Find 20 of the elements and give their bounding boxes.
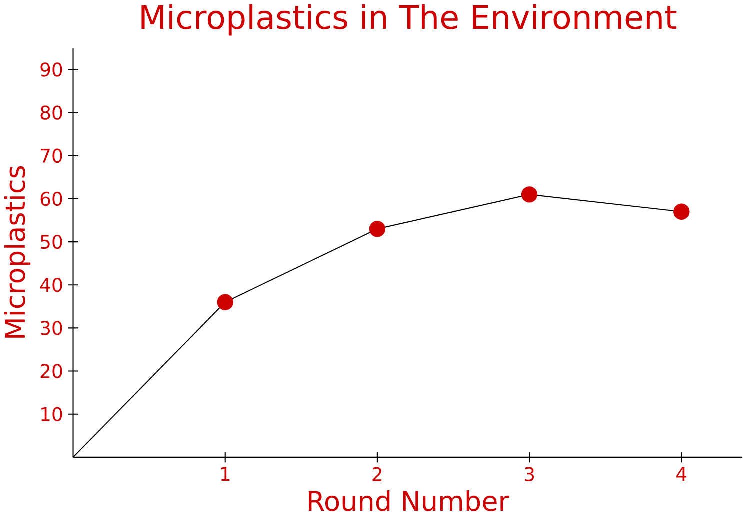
point [674, 204, 690, 220]
y-tick-label: 80 [40, 106, 62, 120]
y-tick-label: 30 [40, 321, 62, 336]
x-axis-title: Round Number [309, 490, 510, 512]
y-axis-title: Microplastics [4, 166, 31, 338]
point [521, 186, 538, 203]
y-tick-label: 50 [40, 235, 62, 250]
x-tick-label: 4 [676, 467, 687, 482]
y-tick-label: 20 [40, 364, 62, 379]
y-tick-label: 60 [40, 192, 62, 206]
y-tick-label: 10 [42, 407, 62, 422]
x-tick-label: 1 [221, 467, 230, 482]
x-tick-label: 2 [372, 467, 382, 482]
x-tick-label: 3 [525, 467, 534, 482]
y-tick-label: 70 [41, 148, 62, 164]
point [217, 294, 234, 311]
chart-title: Microplastics in The Environment [142, 4, 677, 36]
y-tick-label: 90 [40, 62, 62, 77]
point [369, 221, 386, 238]
y-tick-label: 40 [40, 278, 62, 292]
